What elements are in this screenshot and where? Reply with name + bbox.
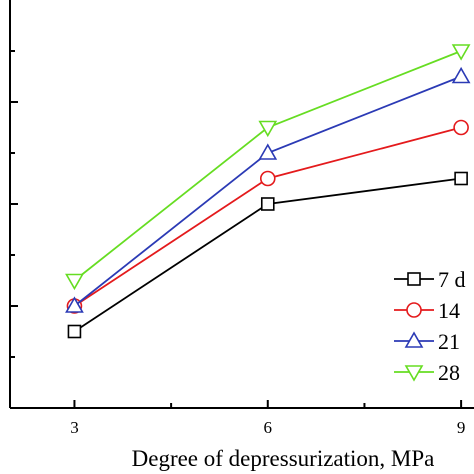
series-line	[73, 75, 462, 307]
series-4	[65, 44, 471, 291]
series-line	[73, 50, 462, 282]
legend-entry-3: 21	[394, 329, 460, 354]
data-point	[451, 66, 471, 84]
data-point	[451, 44, 471, 61]
axes	[9, 0, 474, 409]
data-point	[259, 170, 276, 187]
legend-marker	[404, 365, 424, 382]
data-point	[453, 119, 469, 136]
data-point	[454, 171, 468, 186]
series-1	[67, 171, 468, 339]
legend-entry-2: 14	[394, 298, 460, 323]
series-layer	[65, 44, 471, 339]
data-point	[67, 324, 82, 339]
legend-marker	[407, 272, 421, 286]
data-point	[258, 120, 278, 138]
data-point	[260, 197, 275, 211]
legend-label: 7 d	[438, 267, 466, 292]
legend: 7 d 14 21 28	[394, 267, 466, 385]
legend-entry-1: 7 d	[394, 267, 466, 292]
legend-marker	[406, 302, 422, 318]
x-axis-title: Degree of depressurization, MPa	[132, 446, 435, 471]
legend-label: 14	[438, 298, 460, 323]
x-tick-label: 6	[264, 418, 273, 437]
legend-label: 21	[438, 329, 460, 354]
data-point	[258, 143, 278, 160]
legend-entry-4: 28	[394, 360, 460, 385]
legend-marker	[404, 331, 424, 348]
legend-label: 28	[438, 360, 460, 385]
x-tick-label: 3	[70, 418, 79, 437]
labels-layer: 3 6 9 Degree of depressurization, MPa	[70, 418, 465, 471]
x-tick-label: 9	[457, 418, 466, 437]
data-point	[65, 296, 84, 313]
data-point	[65, 273, 84, 291]
series-3	[65, 66, 471, 313]
